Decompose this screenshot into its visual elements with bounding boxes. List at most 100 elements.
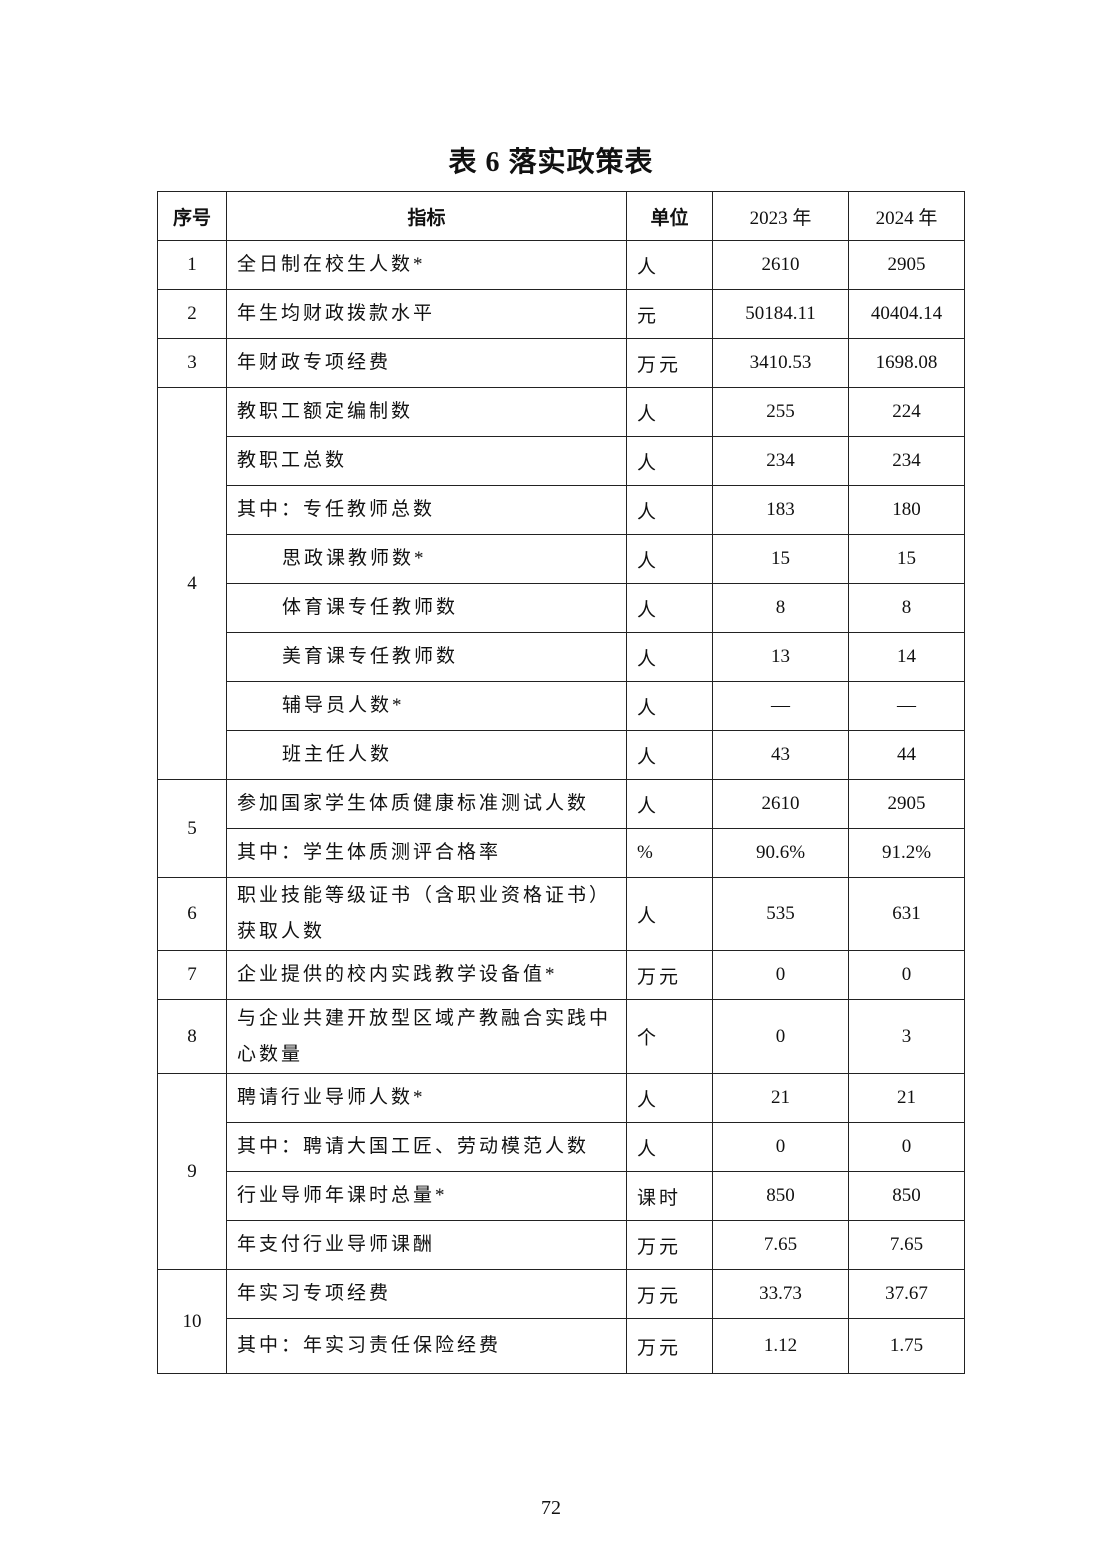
indicator-cell: 其中：专任教师总数 xyxy=(226,485,627,535)
value-2023-cell: 0 xyxy=(712,1122,849,1172)
value-2023-cell: 2610 xyxy=(712,779,849,829)
table-row: 3 年财政专项经费 万元 3410.53 1698.08 xyxy=(157,338,965,388)
header-2024: 2024 年 xyxy=(848,191,965,241)
table-row: 行业导师年课时总量* 课时 850 850 xyxy=(158,1171,965,1221)
value-2024-cell: 0 xyxy=(848,1122,965,1172)
unit-cell: 人 xyxy=(626,779,713,829)
indicator-cell: 其中：聘请大国工匠、劳动模范人数 xyxy=(226,1122,627,1172)
unit-cell: 人 xyxy=(626,240,713,290)
table-row: 其中：聘请大国工匠、劳动模范人数人 0 0 xyxy=(158,1122,965,1172)
seq-cell: 2 xyxy=(157,289,227,339)
table-row: 8 与企业共建开放型区域产教融合实践中心数量个 0 3 xyxy=(157,999,965,1074)
value-2023-cell: 7.65 xyxy=(712,1220,849,1270)
value-2024-cell: 15 xyxy=(848,534,965,584)
table-row: 7 企业提供的校内实践教学设备值* 万元 0 0 xyxy=(157,950,965,1000)
value-2024-cell: 8 xyxy=(848,583,965,633)
unit-cell: 万元 xyxy=(626,338,713,388)
value-2023-cell: 535 xyxy=(712,877,849,951)
value-2024-cell: 91.2% xyxy=(848,828,965,878)
unit-cell: 元 xyxy=(626,289,713,339)
indicator-cell: 行业导师年课时总量* xyxy=(226,1171,627,1221)
value-2024-cell: 2905 xyxy=(848,779,965,829)
value-2023-cell: 2610 xyxy=(712,240,849,290)
table-row: 年支付行业导师课酬 万元 7.65 7.65 xyxy=(158,1220,965,1270)
value-2024-cell: 1.75 xyxy=(848,1318,965,1374)
indicator-cell: 参加国家学生体质健康标准测试人数 xyxy=(226,779,627,829)
page-number: 72 xyxy=(541,1497,561,1519)
seq-cell: 9 xyxy=(157,1073,227,1270)
table-row: 班主任人数人 43 44 xyxy=(158,730,965,780)
value-2023-cell: 3410.53 xyxy=(712,338,849,388)
value-2023-cell: 15 xyxy=(712,534,849,584)
unit-cell: 人 xyxy=(626,1122,713,1172)
indicator-cell: 其中：学生体质测评合格率 xyxy=(226,828,627,878)
value-2023-cell: 255 xyxy=(712,387,849,437)
table-row: 10 年实习专项经费 万元 33.73 37.67 xyxy=(157,1269,965,1374)
value-2024-cell: 14 xyxy=(848,632,965,682)
value-2024-cell: 224 xyxy=(848,387,965,437)
unit-cell: 人 xyxy=(626,681,713,731)
value-2024-cell: 0 xyxy=(848,950,965,1000)
value-2024-cell: 850 xyxy=(848,1171,965,1221)
unit-cell: 人 xyxy=(626,583,713,633)
unit-cell: 万元 xyxy=(626,1269,713,1319)
seq-cell: 4 xyxy=(157,387,227,780)
table-title: 表 6 落实政策表 xyxy=(448,147,654,178)
value-2023-cell: 90.6% xyxy=(712,828,849,878)
table-row: 体育课专任教师数人 8 8 xyxy=(158,583,965,633)
indicator-cell: 教职工额定编制数 xyxy=(226,387,627,437)
value-2024-cell: 631 xyxy=(848,877,965,951)
value-2024-cell: 37.67 xyxy=(848,1269,965,1319)
value-2024-cell: 7.65 xyxy=(848,1220,965,1270)
value-2024-cell: 44 xyxy=(848,730,965,780)
seq-cell: 10 xyxy=(157,1269,227,1374)
seq-cell: 3 xyxy=(157,338,227,388)
value-2024-cell: 21 xyxy=(848,1073,965,1123)
indicator-cell: 企业提供的校内实践教学设备值* xyxy=(226,950,627,1000)
indicator-cell: 年财政专项经费 xyxy=(226,338,627,388)
table-row: 其中：学生体质测评合格率% 90.6% 91.2% xyxy=(158,828,965,878)
unit-cell: 万元 xyxy=(626,1318,713,1374)
table-row: 9 聘请行业导师人数* 人 21 21 xyxy=(157,1073,965,1270)
value-2023-cell: 33.73 xyxy=(712,1269,849,1319)
table-row: 其中：专任教师总数人 183 180 xyxy=(158,485,965,535)
indicator-cell: 与企业共建开放型区域产教融合实践中心数量 xyxy=(226,999,627,1074)
policy-table: 序号 指标 单位 2023 年 2024 年 1 全日制在校生人数* 人 2610 29… xyxy=(157,191,965,1374)
indicator-cell: 聘请行业导师人数* xyxy=(226,1073,627,1123)
value-2024-cell: 40404.14 xyxy=(848,289,965,339)
unit-cell: % xyxy=(626,828,713,878)
header-row: 序号 指标 单位 2023 年 2024 年 xyxy=(157,191,965,241)
value-2024-cell: — xyxy=(848,681,965,731)
table-row: 6 职业技能等级证书（含职业资格证书）获取人数人 535 631 xyxy=(157,877,965,951)
unit-cell: 人 xyxy=(626,436,713,486)
unit-cell: 人 xyxy=(626,730,713,780)
header-2023: 2023 年 xyxy=(712,191,849,241)
table-row: 其中：年实习责任保险经费 万元 1.12 1.75 xyxy=(158,1318,965,1374)
indicator-cell: 全日制在校生人数* xyxy=(226,240,627,290)
value-2023-cell: 850 xyxy=(712,1171,849,1221)
value-2023-cell: — xyxy=(712,681,849,731)
unit-cell: 人 xyxy=(626,877,713,951)
table-row: 思政课教师数* 人 15 15 xyxy=(158,534,965,584)
indicator-cell: 年生均财政拨款水平 xyxy=(226,289,627,339)
value-2023-cell: 1.12 xyxy=(712,1318,849,1374)
value-2023-cell: 0 xyxy=(712,950,849,1000)
table-row: 美育课专任教师数人 13 14 xyxy=(158,632,965,682)
indicator-cell: 职业技能等级证书（含职业资格证书）获取人数 xyxy=(226,877,627,951)
value-2023-cell: 13 xyxy=(712,632,849,682)
unit-cell: 人 xyxy=(626,534,713,584)
value-2024-cell: 1698.08 xyxy=(848,338,965,388)
value-2023-cell: 50184.11 xyxy=(712,289,849,339)
seq-cell: 5 xyxy=(157,779,227,878)
value-2023-cell: 21 xyxy=(712,1073,849,1123)
seq-cell: 7 xyxy=(157,950,227,1000)
table-row: 2 年生均财政拨款水平元 50184.11 40404.14 xyxy=(157,289,965,339)
value-2023-cell: 234 xyxy=(712,436,849,486)
unit-cell: 个 xyxy=(626,999,713,1074)
table-row: 4 教职工额定编制数人 255 224 xyxy=(157,387,965,780)
unit-cell: 人 xyxy=(626,1073,713,1123)
unit-cell: 人 xyxy=(626,485,713,535)
header-seq: 序号 xyxy=(157,191,227,241)
indicator-cell: 年实习专项经费 xyxy=(226,1269,627,1319)
table-row: 5 参加国家学生体质健康标准测试人数人 2610 2905 xyxy=(157,779,965,878)
